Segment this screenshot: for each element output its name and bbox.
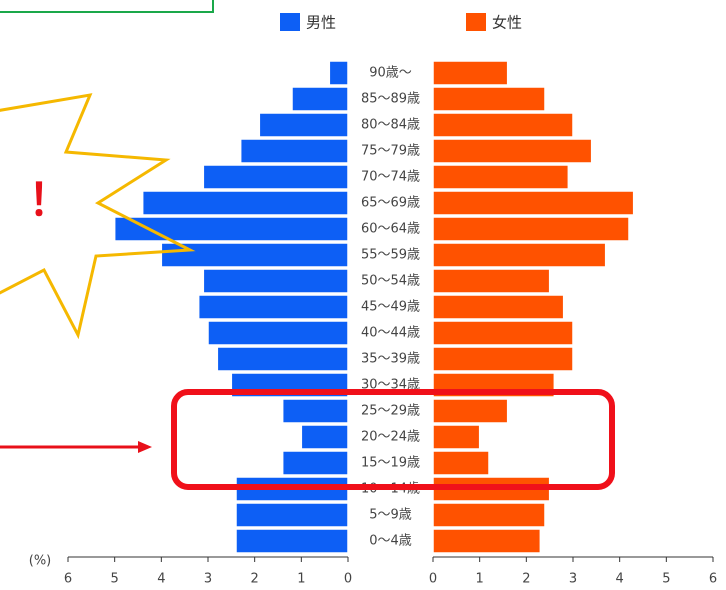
- category-label: 60～64歳: [361, 222, 420, 237]
- category-label: 70～74歳: [361, 170, 420, 185]
- legend-label: 女性: [492, 14, 522, 32]
- bar: [433, 139, 592, 163]
- bar: [236, 529, 348, 553]
- x-tick-label: 0: [344, 572, 352, 587]
- bar: [203, 269, 348, 293]
- x-tick-label: 5: [111, 572, 119, 587]
- bar: [433, 503, 545, 527]
- category-label: 45～49歳: [361, 300, 420, 315]
- category-label: 15～19歳: [361, 456, 420, 471]
- category-label: 65～69歳: [361, 196, 420, 211]
- bar: [433, 61, 508, 85]
- bar: [301, 425, 348, 449]
- bar: [236, 503, 348, 527]
- bar: [433, 451, 489, 475]
- bar: [199, 295, 348, 319]
- x-tick-label: 4: [157, 572, 165, 587]
- bar: [433, 529, 540, 553]
- x-tick-label: 3: [569, 572, 577, 587]
- bar: [203, 165, 348, 189]
- x-tick-label: 3: [204, 572, 212, 587]
- x-tick-label: 6: [64, 572, 72, 587]
- annotation: ！: [28, 175, 72, 226]
- bar: [433, 347, 573, 371]
- bar: [433, 243, 606, 267]
- bar: [292, 87, 348, 111]
- x-tick-label: 4: [616, 572, 624, 587]
- category-label: 50～54歳: [361, 274, 420, 289]
- bar: [433, 191, 634, 215]
- bar: [208, 321, 348, 345]
- category-label: 0～4歳: [369, 534, 412, 549]
- bar: [329, 61, 348, 85]
- bar: [433, 425, 480, 449]
- bar: [283, 451, 348, 475]
- bar: [161, 243, 348, 267]
- category-label: 40～44歳: [361, 326, 420, 341]
- bar: [433, 217, 629, 241]
- bar: [433, 87, 545, 111]
- bar: [143, 191, 348, 215]
- bar: [433, 113, 573, 137]
- category-label: 75～79歳: [361, 144, 420, 159]
- x-tick-label: 5: [662, 572, 670, 587]
- bar: [433, 321, 573, 345]
- category-label: 20～24歳: [361, 430, 420, 445]
- category-label: 85～89歳: [361, 92, 420, 107]
- x-tick-label: 1: [476, 572, 484, 587]
- bar: [259, 113, 348, 137]
- category-label: 90歳～: [369, 66, 412, 81]
- x-tick-label: 1: [297, 572, 305, 587]
- bar: [433, 269, 550, 293]
- x-tick-label: 2: [522, 572, 530, 587]
- bar: [217, 347, 348, 371]
- category-label: 80～84歳: [361, 118, 420, 133]
- bar: [241, 139, 348, 163]
- bar: [283, 399, 348, 423]
- x-tick-label: 2: [251, 572, 259, 587]
- bar: [433, 295, 564, 319]
- legend-label: 男性: [306, 14, 336, 32]
- legend-swatch: [280, 13, 300, 31]
- category-label: 35～39歳: [361, 352, 420, 367]
- category-label: 25～29歳: [361, 404, 420, 419]
- category-label: 5～9歳: [369, 508, 412, 523]
- chart: 90歳～ 85～89歳 80～84歳 75～79歳 70～74歳 65～69歳 60～64歳…: [0, 0, 726, 590]
- legend-swatch: [466, 13, 486, 31]
- category-label: 55～59歳: [361, 248, 420, 263]
- x-tick-label: 6: [709, 572, 717, 587]
- bar: [433, 399, 508, 423]
- x-axis-label: (%): [29, 554, 52, 569]
- background: [0, 0, 726, 590]
- bar: [433, 165, 568, 189]
- x-tick-label: 0: [429, 572, 437, 587]
